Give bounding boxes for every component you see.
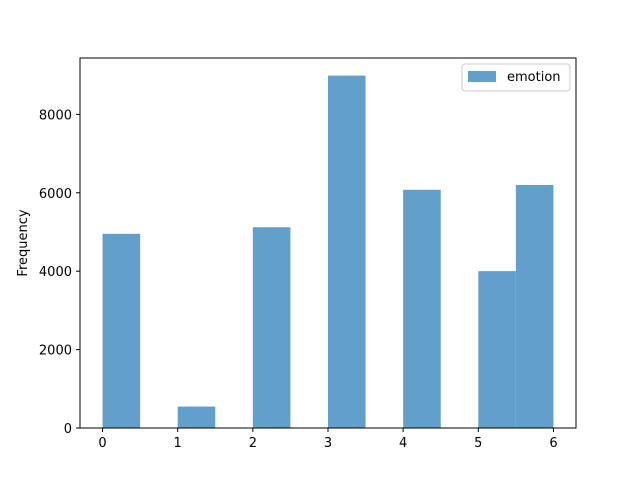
y-tick-label: 4000 [39,265,72,280]
y-tick-label: 8000 [39,108,72,123]
x-tick-label: 4 [399,436,407,451]
x-tick-label: 0 [98,436,106,451]
y-tick-label: 2000 [39,344,72,359]
legend: emotion [461,63,571,92]
x-tick-label: 3 [324,436,332,451]
y-axis-title: Frequency [16,209,31,276]
bars-group [102,75,554,429]
y-tick-label: 6000 [39,187,72,202]
x-tick-label: 5 [474,436,482,451]
legend-frame [461,63,571,92]
histogram-bar [252,227,291,428]
histogram-bar [478,271,516,428]
y-tick-label: 0 [64,422,72,437]
histogram-bar [403,189,441,428]
histogram-bar [177,406,216,428]
x-axis: 0 1 2 3 4 5 6 [98,428,558,451]
histogram-bar [515,185,554,428]
legend-label: emotion [507,70,561,85]
x-tick-label: 6 [549,436,557,451]
histogram-bar [328,75,366,429]
y-axis: 0 2000 4000 6000 8000 [39,108,80,437]
x-tick-label: 1 [174,436,182,451]
x-tick-label: 2 [249,436,257,451]
histogram-bar [102,233,141,428]
legend-swatch [468,71,496,82]
